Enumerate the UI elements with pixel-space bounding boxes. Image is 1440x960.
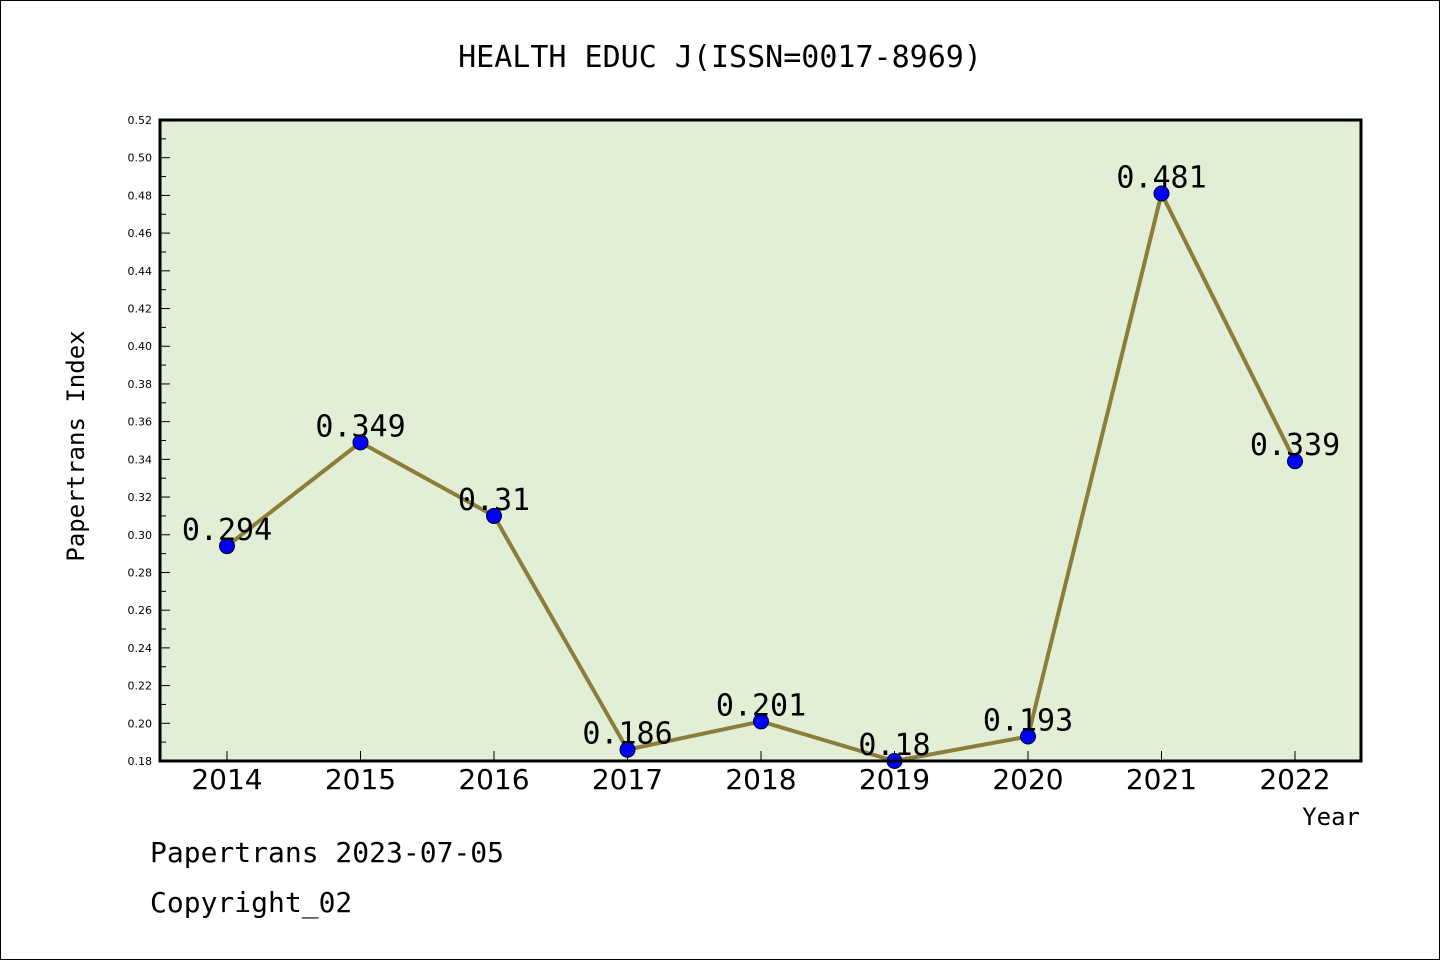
x-tick-label: 2018 bbox=[725, 763, 796, 796]
footer-copyright: Copyright_02 bbox=[150, 886, 353, 919]
data-point bbox=[486, 507, 502, 524]
data-label: 0.31 bbox=[458, 483, 530, 518]
data-point bbox=[619, 741, 636, 758]
data-point bbox=[1020, 728, 1036, 745]
x-tick-label: 2014 bbox=[191, 763, 262, 796]
y-tick-label: 0.50 bbox=[128, 152, 153, 165]
data-point bbox=[1153, 185, 1170, 202]
y-tick-label: 0.46 bbox=[128, 227, 153, 240]
x-tick-label: 2020 bbox=[992, 763, 1063, 796]
data-label: 0.481 bbox=[1116, 161, 1206, 196]
y-tick-label: 0.26 bbox=[128, 604, 153, 617]
y-tick-label: 0.32 bbox=[128, 491, 153, 504]
y-axis: 0.18 0.20 0.22 0.24 0.26 0.28 0.30 0.32 0.34 0.36… bbox=[128, 114, 170, 768]
y-tick-label: 0.36 bbox=[128, 416, 153, 429]
plot-border bbox=[158, 118, 1363, 763]
y-tick-label: 0.38 bbox=[128, 378, 153, 391]
y-tick-label: 0.34 bbox=[128, 453, 153, 466]
x-tick-label: 2015 bbox=[325, 763, 396, 796]
y-tick-label: 0.20 bbox=[128, 717, 153, 730]
x-tick-label: 2017 bbox=[592, 763, 663, 796]
x-tick-label: 2022 bbox=[1259, 763, 1330, 796]
data-point bbox=[753, 713, 769, 730]
data-label: 0.339 bbox=[1250, 428, 1340, 463]
footer-date: Papertrans 2023-07-05 bbox=[150, 836, 505, 869]
x-tick-label: 2016 bbox=[458, 763, 529, 796]
y-tick-label: 0.40 bbox=[128, 340, 153, 353]
y-tick-label: 0.52 bbox=[128, 114, 153, 127]
y-tick-label: 0.44 bbox=[128, 265, 153, 278]
y-tick-label: 0.30 bbox=[128, 529, 153, 542]
data-label: 0.18 bbox=[858, 728, 930, 763]
y-tick-label: 0.18 bbox=[128, 755, 153, 768]
x-tick-label: 2021 bbox=[1126, 763, 1197, 796]
y-tick-label: 0.42 bbox=[128, 303, 153, 316]
y-tick-label: 0.24 bbox=[128, 642, 153, 655]
y-tick-label: 0.28 bbox=[128, 566, 153, 579]
x-axis-label: Year bbox=[1302, 803, 1360, 831]
series: 0.294 0.349 0.31 0.186 0.201 0.18 0.193 0.481 0.… bbox=[182, 161, 1340, 769]
data-point bbox=[352, 434, 369, 451]
data-label: 0.294 bbox=[182, 513, 272, 548]
chart-title: HEALTH EDUC J(ISSN=0017-8969) bbox=[458, 40, 982, 75]
data-label: 0.186 bbox=[582, 717, 672, 752]
y-tick-label: 0.22 bbox=[128, 680, 153, 693]
data-label: 0.349 bbox=[315, 409, 405, 444]
data-point bbox=[1287, 453, 1303, 470]
x-axis: 2014 2015 2016 2017 2018 2019 2020 2021 2022 bbox=[191, 751, 1331, 796]
data-label: 0.193 bbox=[983, 703, 1073, 738]
y-tick-label: 0.48 bbox=[128, 189, 153, 202]
data-point bbox=[219, 538, 235, 555]
y-axis-label: Papertrans Index bbox=[62, 330, 90, 561]
data-label: 0.201 bbox=[716, 688, 806, 723]
